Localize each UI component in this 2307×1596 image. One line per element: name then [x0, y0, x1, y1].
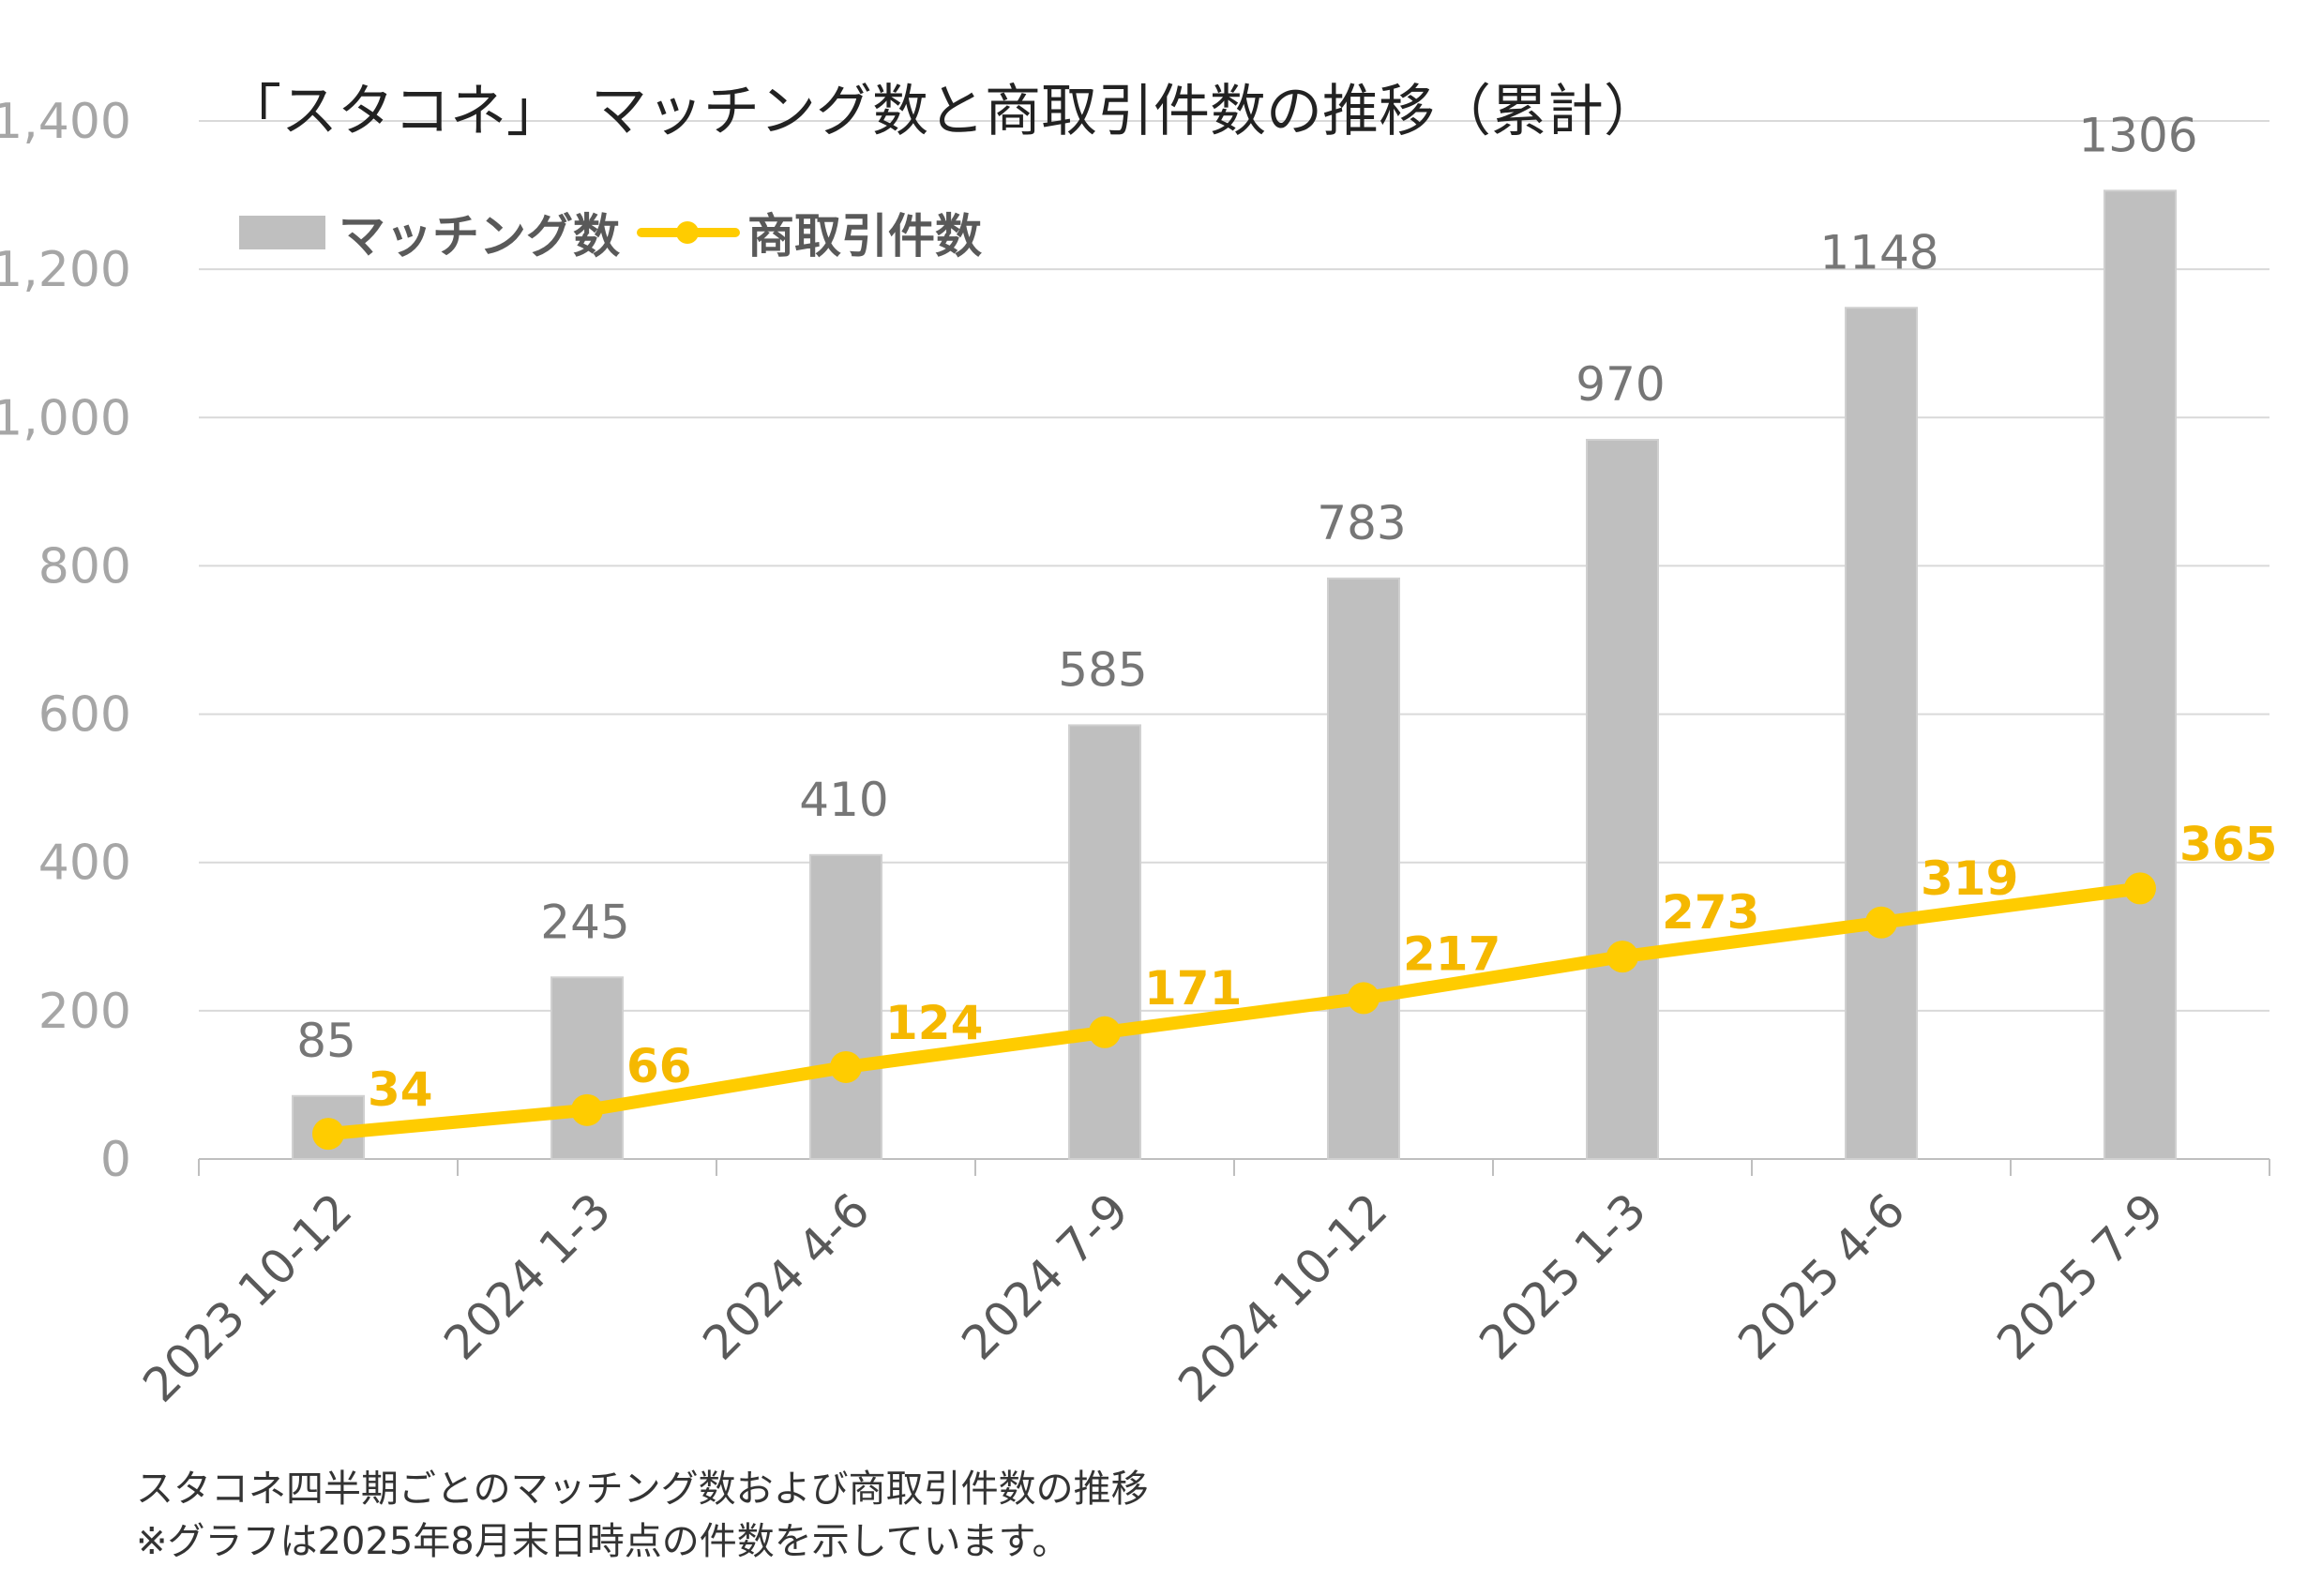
- line-point: [1865, 906, 1897, 939]
- line-value-label: 365: [2179, 817, 2277, 871]
- bar-value-label: 970: [1576, 357, 1665, 412]
- legend-label-matching: マッチング数: [339, 209, 620, 263]
- chart-title: 「スタコネ」 マッチング数と商取引件数の推移（累計）: [225, 79, 1660, 144]
- bar: [2103, 189, 2177, 1160]
- x-tick-label: 2025 7-9: [1987, 1182, 2175, 1370]
- line-point: [1606, 941, 1638, 973]
- line-point: [1348, 982, 1380, 1015]
- bar-value-label: 410: [799, 773, 888, 827]
- line-value-label: 273: [1662, 885, 1759, 940]
- bar: [1068, 724, 1141, 1160]
- bar: [1327, 577, 1400, 1160]
- bar-value-label: 585: [1058, 642, 1147, 697]
- y-tick-label: 200: [38, 984, 131, 1040]
- legend: マッチング数 商取引件数: [239, 199, 982, 266]
- line-point: [2124, 872, 2156, 905]
- x-tick-label: 2024 10-12: [1169, 1182, 1398, 1412]
- line-point: [312, 1118, 344, 1151]
- bar-value-label: 1306: [2078, 108, 2197, 162]
- line-value-label: 66: [626, 1039, 692, 1093]
- x-tick-label: 2025 4-6: [1728, 1182, 1916, 1370]
- x-tick-label: 2024 7-9: [952, 1182, 1139, 1370]
- y-tick-label: 600: [38, 687, 131, 744]
- bar-value-label: 85: [296, 1014, 356, 1068]
- line-value-label: 34: [368, 1062, 433, 1117]
- footnote-line-1: スタコネ四半期ごとのマッチング数および商取引件数の推移: [136, 1468, 1149, 1511]
- y-tick-label: 0: [100, 1132, 131, 1188]
- x-tick-label: 2024 4-6: [693, 1182, 881, 1370]
- y-tick-label: 1,200: [0, 242, 131, 298]
- footnote-line-2: ※グラフは2025年8月末日時点の件数を示しています。: [136, 1520, 1070, 1563]
- line-series: [322, 881, 2147, 1141]
- bar-value-label: 1148: [1819, 225, 1938, 279]
- x-tick-label: 2024 1-3: [434, 1182, 622, 1370]
- legend-line-swatch: [637, 214, 740, 251]
- line-point: [830, 1050, 862, 1083]
- legend-label-transactions: 商取引件数: [747, 209, 982, 263]
- bar: [809, 853, 882, 1160]
- bar: [1845, 307, 1918, 1160]
- x-tick-label: 2025 1-3: [1470, 1182, 1657, 1370]
- bar: [1586, 439, 1659, 1160]
- bar: [550, 976, 624, 1161]
- footnote: スタコネ四半期ごとのマッチング数および商取引件数の推移 ※グラフは2025年8月…: [136, 1463, 1149, 1568]
- line-point: [1089, 1016, 1121, 1048]
- line-value-label: 217: [1403, 926, 1500, 981]
- line-value-label: 124: [885, 996, 983, 1050]
- y-tick-label: 1,000: [0, 390, 131, 446]
- bar-value-label: 783: [1317, 496, 1406, 550]
- line-value-label: 171: [1144, 961, 1242, 1016]
- bar-value-label: 245: [540, 895, 629, 949]
- y-tick-label: 1,400: [0, 94, 131, 150]
- legend-bar-swatch: [239, 216, 325, 249]
- y-tick-label: 800: [38, 538, 131, 595]
- y-tick-label: 400: [38, 836, 131, 892]
- x-tick-label: 2023 10-12: [133, 1182, 363, 1412]
- line-point: [571, 1093, 603, 1126]
- line-value-label: 319: [1921, 851, 2018, 906]
